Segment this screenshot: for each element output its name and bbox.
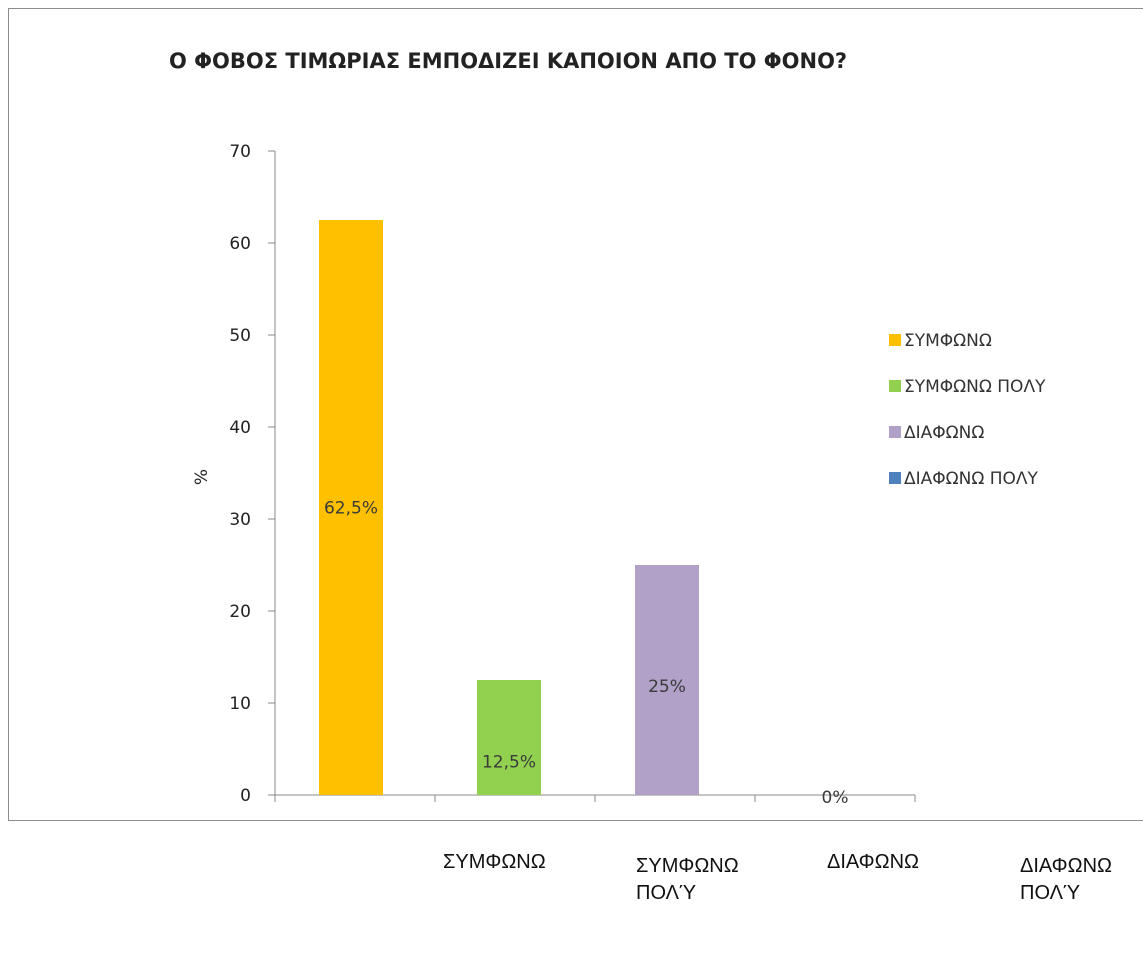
category-label: ΔΙΑΦΩΝΩ — [827, 851, 919, 873]
data-label: 0% — [822, 788, 849, 808]
data-label: 62,5% — [324, 499, 378, 519]
bar — [477, 680, 541, 795]
legend: ΣΥΜΦΩΝΩ ΣΥΜΦΩΝΩ ΠΟΛΥ ΔΙΑΦΩΝΩ ΔΙΑΦΩΝΩ ΠΟΛΥ — [889, 331, 1046, 489]
legend-label: ΔΙΑΦΩΝΩ ΠΟΛΥ — [904, 469, 1039, 489]
legend-swatch — [889, 426, 901, 438]
category-label: ΔΙΑΦΩΝΩ ΠΟΛΎ — [1020, 855, 1112, 904]
chart-frame: Ο ΦΟΒΟΣ ΤΙΜΩΡΙΑΣ ΕΜΠΟΔΙΖΕΙ ΚΑΠΟΙΟΝ ΑΠΟ Τ… — [8, 8, 1143, 821]
category-label: ΣΥΜΦΩΝΩ ΠΟΛΎ — [636, 855, 739, 904]
y-tick-label: 60 — [229, 234, 251, 254]
data-label: 12,5% — [482, 753, 536, 773]
data-label: 25% — [648, 677, 686, 697]
y-axis-label: % — [192, 469, 212, 485]
legend-swatch — [889, 334, 901, 346]
category-label: ΣΥΜΦΩΝΩ — [443, 851, 546, 873]
y-tick-label: 70 — [229, 142, 251, 162]
legend-label: ΣΥΜΦΩΝΩ — [904, 331, 992, 351]
legend-label: ΣΥΜΦΩΝΩ ΠΟΛΥ — [904, 377, 1046, 397]
bar — [635, 565, 699, 795]
y-tick-label: 50 — [229, 326, 251, 346]
y-tick-label: 30 — [229, 510, 251, 530]
y-tick-label: 20 — [229, 602, 251, 622]
axes: 0 10 20 30 40 50 60 70% — [192, 142, 916, 806]
legend-swatch — [889, 472, 901, 484]
legend-label: ΔΙΑΦΩΝΩ — [904, 423, 984, 443]
y-tick-label: 0 — [240, 786, 251, 806]
chart-title: Ο ΦΟΒΟΣ ΤΙΜΩΡΙΑΣ ΕΜΠΟΔΙΖΕΙ ΚΑΠΟΙΟΝ ΑΠΟ Τ… — [169, 49, 847, 73]
y-tick-label: 40 — [229, 418, 251, 438]
bar-chart: Ο ΦΟΒΟΣ ΤΙΜΩΡΙΑΣ ΕΜΠΟΔΙΖΕΙ ΚΑΠΟΙΟΝ ΑΠΟ Τ… — [169, 49, 1046, 808]
bars: 62,5% 12,5% 25% 0% — [319, 220, 848, 808]
bar — [319, 220, 383, 795]
legend-swatch — [889, 380, 901, 392]
y-tick-label: 10 — [229, 694, 251, 714]
